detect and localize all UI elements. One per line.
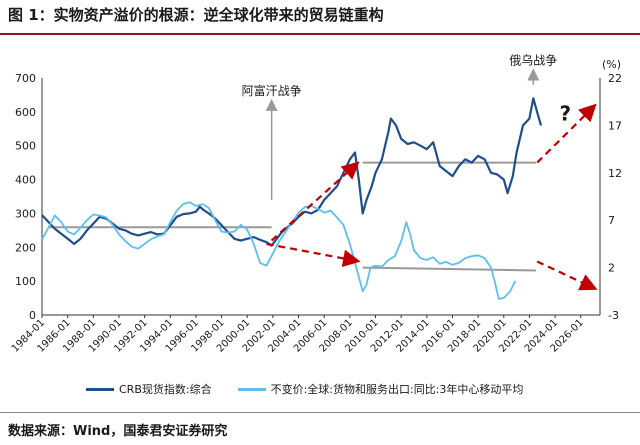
left-tick-label: 500 [15, 140, 36, 153]
legend-swatch-export [237, 387, 266, 391]
trend-arrow [536, 260, 598, 291]
title-rule [0, 33, 640, 35]
right-axis-unit: (%) [602, 58, 621, 71]
trend-arrow [536, 103, 597, 164]
left-tick-label: 100 [15, 275, 36, 288]
chart-title: 图 1：实物资产溢价的根源：逆全球化带来的贸易链重构 [8, 6, 384, 24]
question-mark-annotation: ? [560, 101, 572, 125]
legend: CRB现货指数:综合 不变价:全球:货物和服务出口:同比:3年中心移动平均 [86, 381, 523, 397]
source-rule [0, 412, 640, 413]
left-tick-label: 400 [15, 174, 36, 187]
trend-arrow [266, 242, 361, 268]
left-tick-label: 700 [15, 72, 36, 85]
right-tick-label: 12 [608, 167, 622, 180]
legend-label-crb: CRB现货指数:综合 [119, 383, 212, 396]
legend-item-crb: CRB现货指数:综合 [86, 381, 212, 397]
right-tick-label: 2 [608, 262, 615, 275]
right-tick-label: 17 [608, 119, 622, 132]
legend-label-export: 不变价:全球:货物和服务出口:同比:3年中心移动平均 [270, 383, 524, 396]
right-tick-label: 22 [608, 72, 622, 85]
trend-arrow [270, 161, 360, 242]
reference-line [362, 266, 536, 272]
left-tick-label: 0 [29, 309, 36, 322]
left-tick-label: 300 [15, 207, 36, 220]
legend-item-export: 不变价:全球:货物和服务出口:同比:3年中心移动平均 [237, 381, 524, 397]
series-line-export [41, 201, 517, 300]
chart-svg: 0100200300400500600700-327121722(%)1984-… [10, 52, 622, 354]
event-annotation: 阿富汗战争 [242, 83, 302, 98]
left-tick-label: 600 [15, 106, 36, 119]
right-tick-label: 7 [608, 214, 615, 227]
left-tick-label: 200 [15, 241, 36, 254]
legend-swatch-crb [86, 387, 114, 391]
source-note: 数据来源：Wind，国泰君安证券研究 [8, 424, 228, 439]
event-annotation: 俄乌战争 [509, 52, 557, 67]
right-tick-label: -3 [608, 309, 619, 322]
